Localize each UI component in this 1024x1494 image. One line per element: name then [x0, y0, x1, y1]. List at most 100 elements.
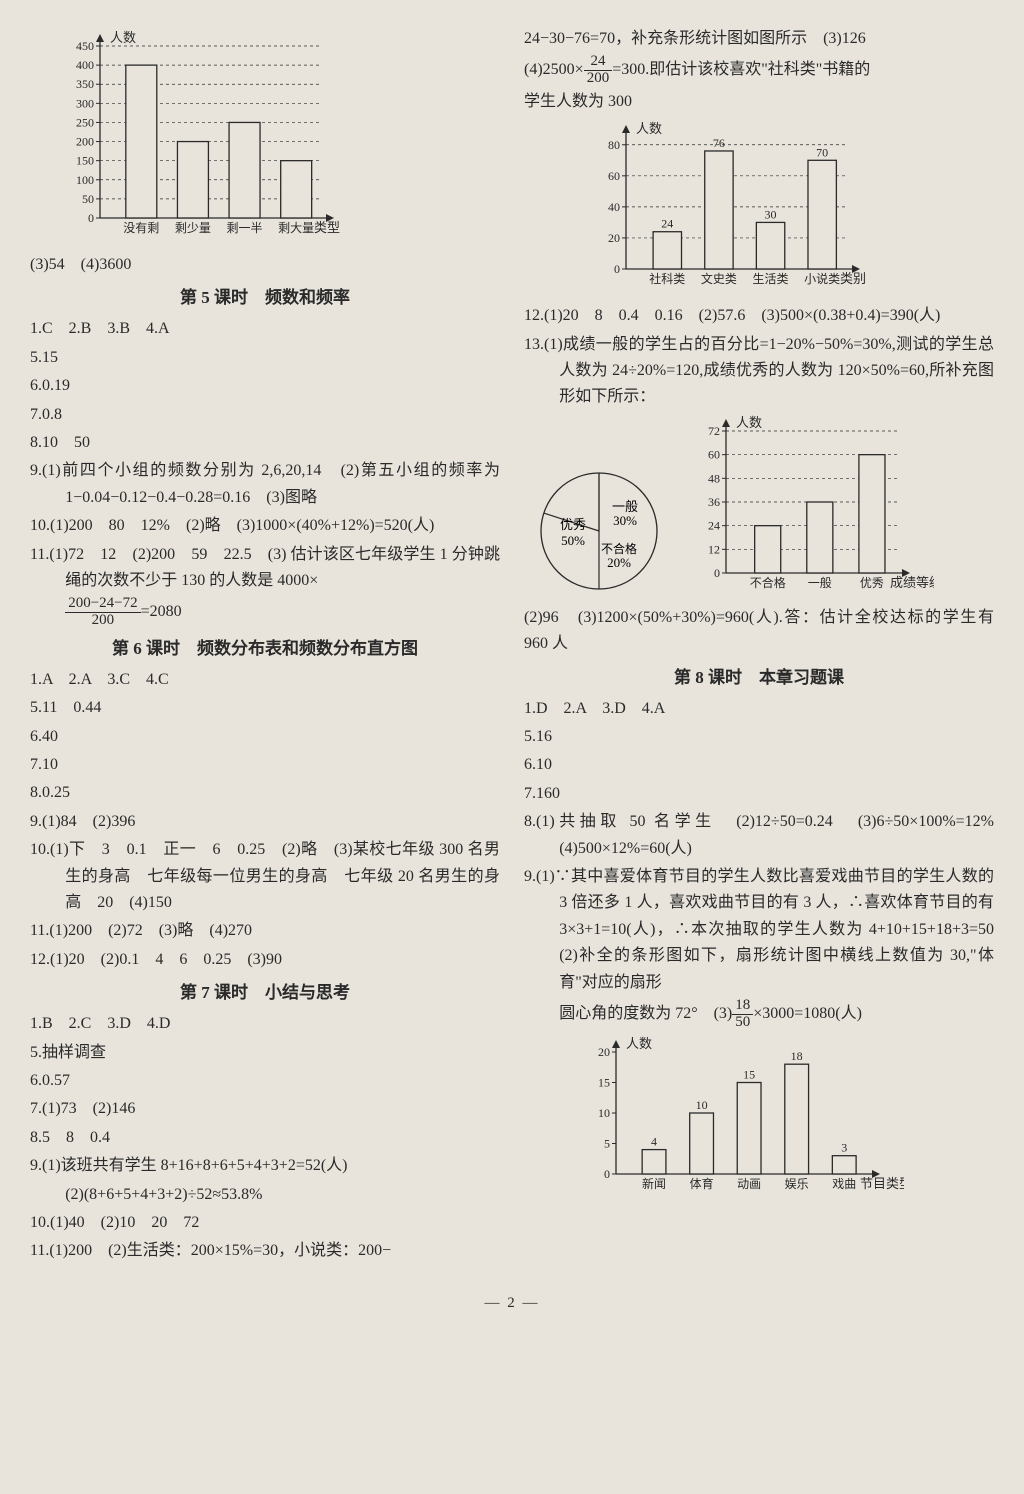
svg-text:文史类: 文史类 — [701, 271, 737, 286]
svg-text:新闻: 新闻 — [642, 1176, 666, 1191]
text-line: 6.0.57 — [30, 1068, 500, 1094]
svg-text:剩一半: 剩一半 — [227, 221, 263, 235]
svg-text:400: 400 — [76, 58, 94, 72]
svg-text:剩少量: 剩少量 — [175, 221, 211, 235]
svg-text:没有剩: 没有剩 — [123, 220, 159, 235]
svg-text:0: 0 — [604, 1167, 610, 1181]
text-line: (2)96 (3)1200×(50%+30%)=960(人).答：估计全校达标的… — [524, 605, 994, 658]
fraction: 24 200 — [584, 54, 613, 87]
text-line: 5.16 — [524, 724, 994, 750]
text-line: 12.(1)20 (2)0.1 4 6 0.25 (3)90 — [30, 947, 500, 973]
text-line: 8.5 8 0.4 — [30, 1125, 500, 1151]
svg-text:15: 15 — [598, 1076, 610, 1090]
svg-text:娱乐: 娱乐 — [785, 1177, 809, 1191]
svg-text:250: 250 — [76, 115, 94, 129]
text-line: 7.160 — [524, 781, 994, 807]
svg-text:20%: 20% — [607, 555, 631, 570]
svg-text:450: 450 — [76, 39, 94, 53]
svg-text:24: 24 — [708, 519, 720, 533]
svg-text:4: 4 — [651, 1135, 657, 1149]
text-block: 10.(1)下 3 0.1 正一 6 0.25 (2)略 (3)某校七年级 30… — [30, 837, 500, 916]
text-line: 10.(1)40 (2)10 20 72 — [30, 1210, 500, 1236]
svg-text:5: 5 — [604, 1137, 610, 1151]
svg-text:0: 0 — [88, 211, 94, 225]
svg-text:不合格: 不合格 — [601, 541, 637, 556]
svg-text:类别: 类别 — [840, 271, 866, 286]
svg-text:76: 76 — [713, 136, 725, 150]
svg-text:60: 60 — [608, 169, 620, 183]
svg-text:10: 10 — [598, 1106, 610, 1120]
svg-text:50%: 50% — [561, 533, 585, 548]
svg-text:15: 15 — [743, 1068, 755, 1082]
svg-text:一般: 一般 — [808, 575, 832, 590]
chart-4: 05101520新闻4体育10动画15娱乐18戏曲3人数节目类型 — [574, 1034, 994, 1204]
right-column: 24−30−76=70，补充条形统计图如图所示 (3)126 (4)2500× … — [524, 24, 994, 1267]
svg-text:100: 100 — [76, 173, 94, 187]
text-line: 圆心角的度数为 72° (3) 18 50 ×3000=1080(人) — [524, 998, 994, 1031]
svg-text:小说类: 小说类 — [804, 271, 840, 286]
pie-and-bar-row: 优秀50%一般30%不合格20% 0122436486072不合格一般优秀人数成… — [524, 413, 994, 603]
text-line: 7.(1)73 (2)146 — [30, 1096, 500, 1122]
chart-2: 020406080社科类24文史类76生活类30小说类70人数类别 — [584, 119, 994, 299]
text-block: 12.(1)20 8 0.4 0.16 (2)57.6 (3)500×(0.38… — [524, 303, 994, 329]
svg-text:体育: 体育 — [690, 1176, 714, 1191]
text-line: 学生人数为 300 — [524, 89, 994, 115]
text-line: 6.40 — [30, 724, 500, 750]
text-line: 1.B 2.C 3.D 4.D — [30, 1011, 500, 1037]
text-line: 6.10 — [524, 752, 994, 778]
svg-text:不合格: 不合格 — [750, 575, 786, 590]
text-block: 10.(1)200 80 12% (2)略 (3)1000×(40%+12%)=… — [30, 513, 500, 539]
text-line: 1.D 2.A 3.D 4.A — [524, 696, 994, 722]
text-line: 11.(1)200 (2)72 (3)略 (4)270 — [30, 918, 500, 944]
svg-text:成绩等级: 成绩等级 — [890, 575, 934, 590]
fraction: 200−24−72 200 — [65, 596, 140, 629]
text-block: 8.(1)共抽取 50 名学生 (2)12÷50=0.24 (3)6÷50×10… — [524, 809, 994, 862]
svg-text:80: 80 — [608, 138, 620, 152]
svg-text:动画: 动画 — [737, 1177, 761, 1191]
text-block: 9.(1)前四个小组的频数分别为 2,6,20,14 (2)第五小组的频率为 1… — [30, 458, 500, 511]
text-line: 5.15 — [30, 345, 500, 371]
svg-text:10: 10 — [696, 1098, 708, 1112]
text-line: 7.10 — [30, 752, 500, 778]
text-line: 1.A 2.A 3.C 4.C — [30, 667, 500, 693]
section-6-title: 第 6 课时 频数分布表和频数分布直方图 — [30, 635, 500, 663]
svg-text:人数: 人数 — [636, 121, 662, 136]
svg-text:人数: 人数 — [626, 1036, 652, 1051]
section-5-title: 第 5 课时 频数和频率 — [30, 284, 500, 312]
text-line: 5.抽样调查 — [30, 1040, 500, 1066]
svg-text:0: 0 — [714, 566, 720, 580]
text-line: 11.(1)200 (2)生活类：200×15%=30，小说类：200− — [30, 1238, 500, 1264]
svg-text:12: 12 — [708, 542, 720, 556]
svg-text:48: 48 — [708, 471, 720, 485]
text-block: 11.(1)72 12 (2)200 59 22.5 (3) 估计该区七年级学生… — [30, 542, 500, 595]
svg-text:类型: 类型 — [314, 220, 340, 235]
svg-text:优秀: 优秀 — [860, 576, 884, 590]
text-line: 24−30−76=70，补充条形统计图如图所示 (3)126 — [524, 26, 994, 52]
svg-text:150: 150 — [76, 154, 94, 168]
svg-text:0: 0 — [614, 262, 620, 276]
svg-text:生活类: 生活类 — [753, 272, 789, 286]
svg-text:40: 40 — [608, 200, 620, 214]
chart-3: 0122436486072不合格一般优秀人数成绩等级 — [684, 413, 934, 603]
fraction: 18 50 — [732, 998, 753, 1031]
text-line: 7.0.8 — [30, 402, 500, 428]
text-block: (2)(8+6+5+4+3+2)÷52≈53.8% — [30, 1182, 500, 1208]
svg-text:30%: 30% — [613, 513, 637, 528]
left-column: 050100150200250300350400450没有剩剩少量剩一半剩大量人… — [30, 24, 500, 1267]
section-8-title: 第 8 课时 本章习题课 — [524, 664, 994, 692]
svg-text:350: 350 — [76, 77, 94, 91]
svg-text:24: 24 — [661, 217, 673, 231]
svg-text:72: 72 — [708, 424, 720, 438]
text-block: 9.(1)该班共有学生 8+16+8+6+5+4+3+2=52(人) — [30, 1153, 500, 1179]
svg-text:社科类: 社科类 — [649, 271, 685, 286]
text-line: 8.0.25 — [30, 780, 500, 806]
svg-text:50: 50 — [82, 192, 94, 206]
svg-text:36: 36 — [708, 495, 720, 509]
text-line: 8.10 50 — [30, 430, 500, 456]
svg-text:30: 30 — [765, 208, 777, 222]
svg-text:3: 3 — [841, 1141, 847, 1155]
svg-text:18: 18 — [791, 1050, 803, 1064]
svg-text:300: 300 — [76, 96, 94, 110]
text-line: 5.11 0.44 — [30, 695, 500, 721]
svg-text:20: 20 — [598, 1045, 610, 1059]
